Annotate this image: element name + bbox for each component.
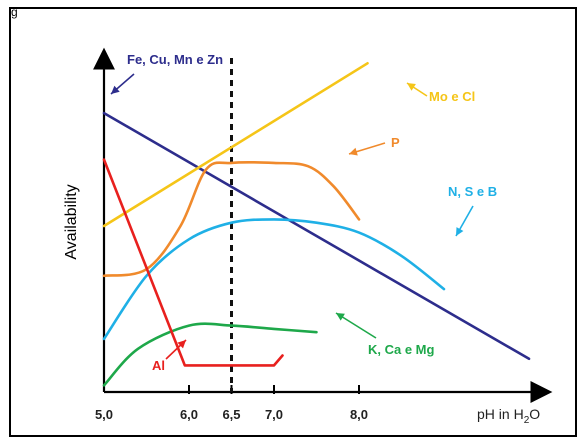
series-label-p: P [391, 135, 400, 150]
series-line-p [102, 160, 361, 278]
y-axis-label: Availability [63, 184, 80, 259]
series-labels: Fe, Cu, Mn e Zn Mo e Cl P N, S e B K, Ca e M… [110, 52, 497, 373]
series-pointer-head-al [177, 340, 186, 349]
series-pointer-head-mo-e-cl [407, 83, 416, 91]
axes [93, 47, 553, 403]
x-axis-label-main: pH in H [477, 406, 524, 422]
series-line-n-s-e-b [102, 218, 446, 341]
x-tick-label: 8,0 [350, 407, 368, 422]
series-label-al: Al [152, 358, 165, 373]
corner-label: g [11, 5, 18, 19]
x-axis-label-end: O [529, 406, 540, 422]
x-tick-label: 6,0 [180, 407, 198, 422]
x-tick-label: 7,0 [265, 407, 283, 422]
x-ticks: 5,0 6,0 6,5 7,0 8,0 [95, 385, 368, 422]
series-line-mo-e-cl [102, 62, 369, 228]
series-label-mo-e-cl: Mo e Cl [429, 89, 475, 104]
series-label-fe-cu-mn-e-zn: Fe, Cu, Mn e Zn [127, 52, 223, 67]
series-pointer-head-p [349, 147, 358, 156]
chart-frame: g [9, 5, 577, 437]
series-line-al [102, 158, 284, 367]
series-pointer-head-n-s-e-b [456, 227, 464, 236]
x-tick-label: 5,0 [95, 407, 113, 422]
series-pointer-head-fe-cu-mn-e-zn [111, 85, 120, 94]
series-line-k-ca-e-mg [102, 322, 318, 387]
series-label-k-ca-e-mg: K, Ca e Mg [368, 342, 435, 357]
series-label-n-s-e-b: N, S e B [448, 184, 497, 199]
series-line-fe-cu-mn-e-zn [102, 111, 531, 361]
x-axis-label: pH in H2O [477, 406, 540, 426]
series-pointer-head-k-ca-e-mg [336, 313, 345, 321]
series-layer [102, 62, 531, 387]
x-axis-label-sub: 2 [524, 415, 530, 426]
x-tick-label: 6,5 [222, 407, 240, 422]
